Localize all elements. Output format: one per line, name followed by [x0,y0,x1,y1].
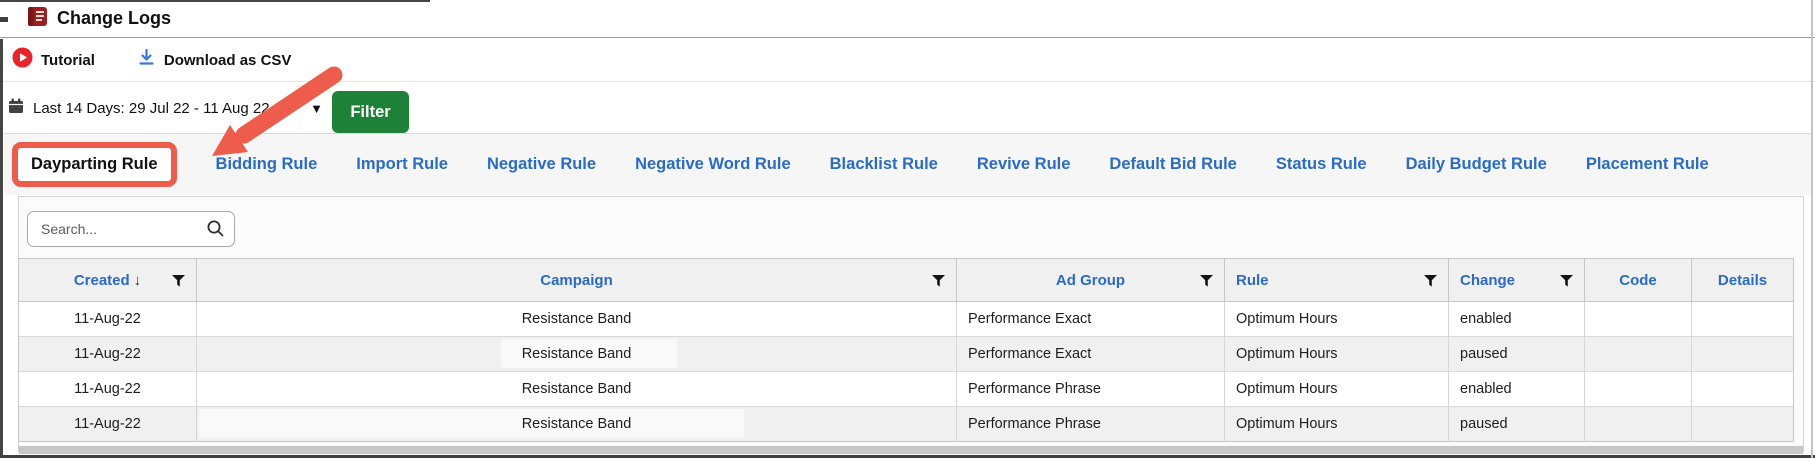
tab-bidding-rule[interactable]: Bidding Rule [215,155,318,173]
cell-campaign: Resistance Band [197,337,957,371]
column-header-campaign[interactable]: Campaign [197,259,957,301]
cell-ad-group: Performance Exact [957,302,1225,336]
filter-button[interactable]: Filter [332,91,409,133]
page-title: Change Logs [57,8,172,28]
filter-icon[interactable] [1424,274,1437,291]
tab-dayparting-rule[interactable]: Dayparting Rule [12,142,177,187]
filter-icon[interactable] [932,274,945,291]
table-header: Created ↓ Campaign Ad Group Rule Change C… [19,259,1793,302]
tab-placement-rule[interactable]: Placement Rule [1585,155,1709,173]
date-range-picker[interactable]: Last 14 Days: 29 Jul 22 - 11 Aug 22 ▼ [8,88,323,128]
redaction-patch [501,339,677,368]
cell-change: enabled [1449,372,1585,406]
cell-details [1692,337,1793,371]
calendar-icon [8,98,24,119]
column-header-rule[interactable]: Rule [1225,259,1449,301]
cell-created: 11-Aug-22 [19,337,197,371]
download-csv-button[interactable]: Download as CSV [137,48,292,72]
cell-details [1692,302,1793,336]
window-edge-left [0,39,3,458]
tab-status-rule[interactable]: Status Rule [1275,155,1367,173]
table-row: 11-Aug-22 Resistance Band Performance Ph… [19,407,1793,441]
filter-icon[interactable] [1560,274,1573,291]
cell-rule: Optimum Hours [1225,407,1449,441]
tutorial-button[interactable]: Tutorial [12,47,95,73]
cell-ad-group: Performance Phrase [957,407,1225,441]
tutorial-label: Tutorial [41,51,95,69]
column-header-ad-group[interactable]: Ad Group [957,259,1225,301]
cell-ad-group: Performance Exact [957,337,1225,371]
column-header-code[interactable]: Code [1585,259,1692,301]
filter-icon[interactable] [172,274,185,291]
cell-campaign: Resistance Band [197,372,957,406]
filter-icon[interactable] [1200,274,1213,291]
cell-created: 11-Aug-22 [19,372,197,406]
window-edge-bottom [0,455,1815,458]
date-range-label: Last 14 Days: 29 Jul 22 - 11 Aug 22 [33,99,270,117]
chevron-down-icon: ▼ [310,100,323,116]
download-csv-label: Download as CSV [163,51,292,69]
cell-created: 11-Aug-22 [19,407,197,441]
tab-default-bid-rule[interactable]: Default Bid Rule [1109,155,1237,173]
cell-details [1692,407,1793,441]
redaction-patch [199,409,744,438]
cell-code [1585,372,1692,406]
cell-code [1585,337,1692,371]
cell-created: 11-Aug-22 [19,302,197,336]
toolbar: Tutorial Download as CSV [0,39,1815,82]
change-logs-book-icon [27,6,48,32]
cell-campaign: Resistance Band [197,302,957,336]
cell-details [1692,372,1793,406]
cell-campaign: Resistance Band [197,407,957,441]
cell-change: paused [1449,407,1585,441]
window-edge-top [0,0,430,2]
tab-import-rule[interactable]: Import Rule [356,155,448,173]
search-box [27,211,235,247]
rule-tabs: Dayparting Rule Bidding Rule Import Rule… [4,133,1811,195]
play-icon [12,47,33,73]
cell-change: enabled [1449,302,1585,336]
cell-rule: Optimum Hours [1225,302,1449,336]
table-row: 11-Aug-22 Resistance Band Performance Ex… [19,302,1793,337]
cell-rule: Optimum Hours [1225,337,1449,371]
window-edge-right [1811,0,1813,458]
cell-code [1585,302,1692,336]
cell-rule: Optimum Hours [1225,372,1449,406]
change-log-table: Created ↓ Campaign Ad Group Rule Change C… [18,258,1794,442]
cell-code [1585,407,1692,441]
tab-negative-word-rule[interactable]: Negative Word Rule [635,155,791,173]
cell-ad-group: Performance Phrase [957,372,1225,406]
table-row: 11-Aug-22 Resistance Band Performance Ex… [19,337,1793,372]
tab-daily-budget-rule[interactable]: Daily Budget Rule [1405,155,1547,173]
tab-negative-rule[interactable]: Negative Rule [486,155,597,173]
window-edge-dash [0,17,8,22]
title-bar: Change Logs [0,0,1815,38]
sort-desc-icon: ↓ [133,271,142,289]
horizontal-scrollbar[interactable] [19,446,1803,454]
column-header-details[interactable]: Details [1717,271,1768,289]
tab-revive-rule[interactable]: Revive Rule [976,155,1071,173]
table-row: 11-Aug-22 Resistance Band Performance Ph… [19,372,1793,407]
tab-blacklist-rule[interactable]: Blacklist Rule [829,155,938,173]
download-icon [137,48,156,72]
search-input[interactable] [27,211,235,247]
column-header-change[interactable]: Change [1449,259,1585,301]
search-icon [206,219,225,243]
cell-change: paused [1449,337,1585,371]
column-header-created[interactable]: Created ↓ [19,259,197,301]
